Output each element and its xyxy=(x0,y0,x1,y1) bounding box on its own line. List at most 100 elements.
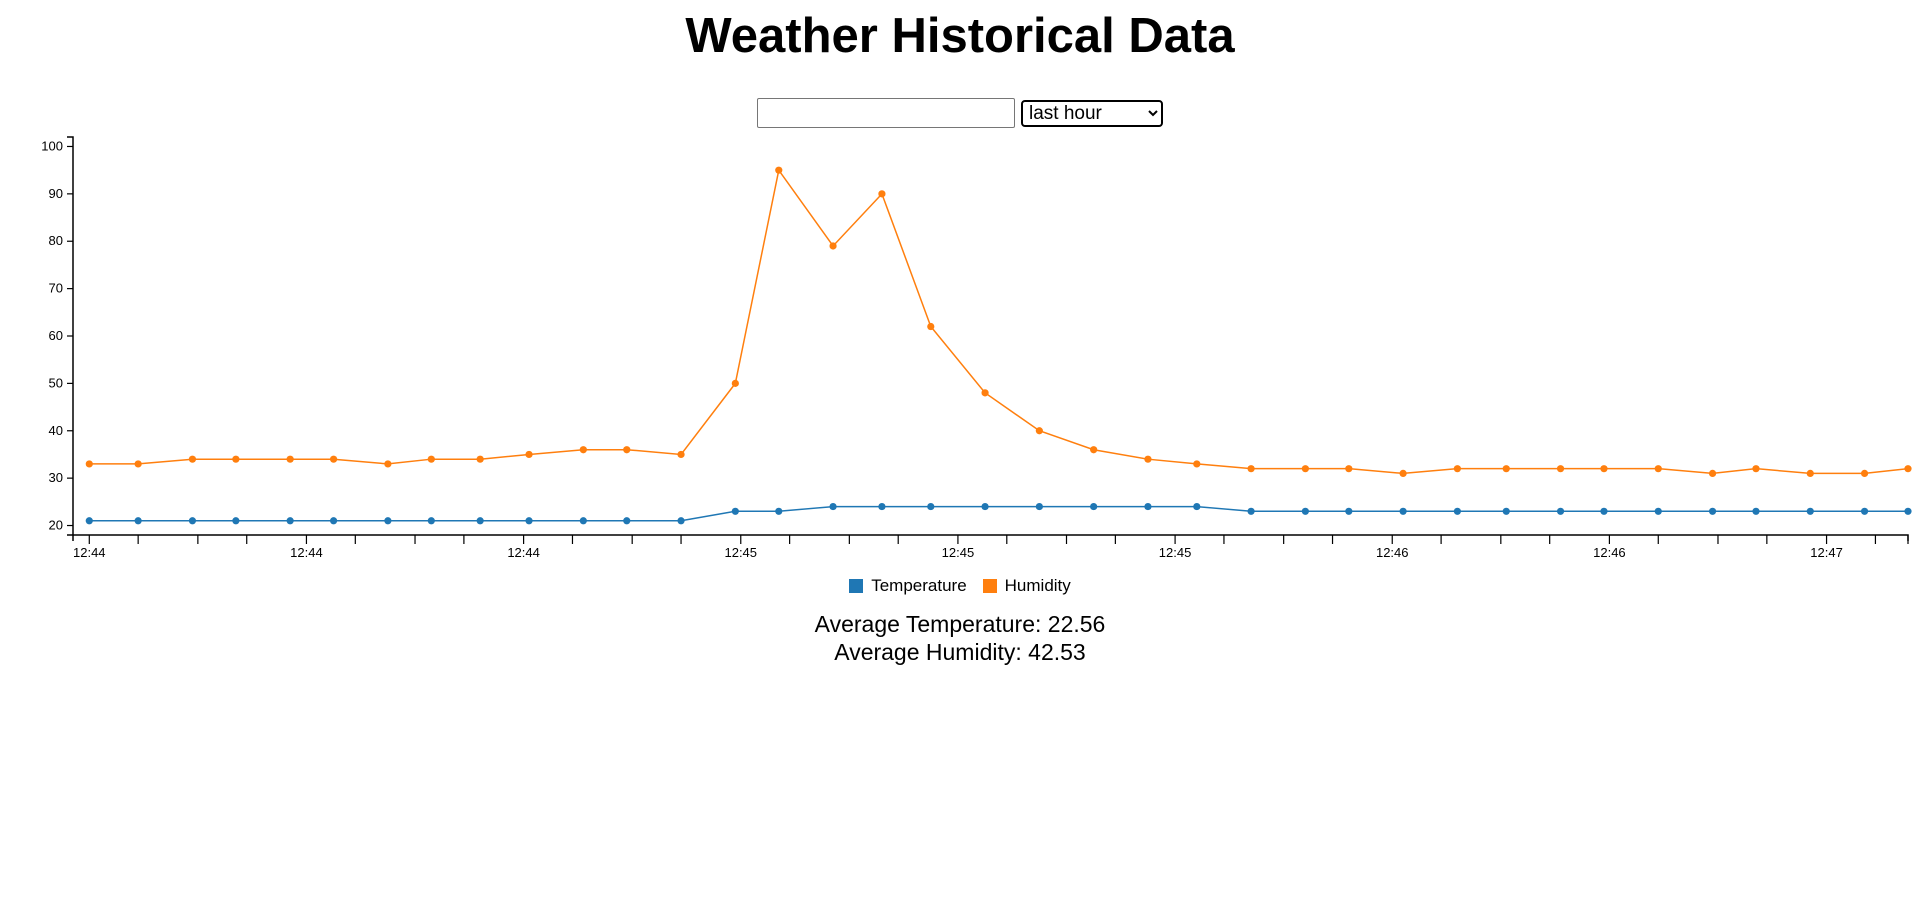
humidity-point xyxy=(731,379,739,387)
temperature-point xyxy=(623,517,631,525)
line-chart: 20 30 40 50 60 70 80 90 100 12:44 12:44 12:44 12:45… xyxy=(41,136,1912,560)
temperature-point xyxy=(476,517,484,525)
y-tick-label: 80 xyxy=(49,233,63,248)
page-title: Weather Historical Data xyxy=(685,9,1235,63)
temperature-point xyxy=(579,517,587,525)
temperature-point xyxy=(775,507,783,515)
legend: Temperature Humidity xyxy=(0,576,1920,596)
average-temperature: Average Temperature: 22.56 xyxy=(814,611,1106,637)
temperature-point xyxy=(677,517,685,525)
temperature-point xyxy=(1860,507,1869,515)
y-tick-label: 40 xyxy=(49,423,63,438)
temperature-point xyxy=(1193,502,1201,511)
x-tick-label: 12:47 xyxy=(1810,545,1843,560)
y-tick-label: 50 xyxy=(49,375,63,390)
humidity-point xyxy=(1345,465,1353,473)
humidity-point xyxy=(1090,446,1098,454)
humidity-point xyxy=(1860,469,1869,478)
temperature-point xyxy=(878,502,886,511)
temperature-point xyxy=(1502,507,1510,515)
humidity-point xyxy=(1904,465,1912,473)
x-axis: 12:44 12:44 12:44 12:45 12:45 12:45 12:46 12:46… xyxy=(72,534,1909,560)
humidity-point xyxy=(525,450,533,459)
temperature-point xyxy=(1345,507,1353,515)
y-tick-label: 90 xyxy=(49,186,63,201)
temperature-point xyxy=(188,517,197,525)
temperature-point xyxy=(1144,502,1152,511)
temperature-line xyxy=(89,505,1908,522)
y-axis: 20 30 40 50 60 70 80 90 100 xyxy=(41,136,74,536)
humidity-point xyxy=(981,389,989,397)
y-tick-label: 60 xyxy=(49,328,63,343)
x-tick-label: 12:46 xyxy=(1593,545,1626,560)
temperature-point xyxy=(981,502,989,511)
humidity-point xyxy=(1806,469,1814,478)
humidity-point xyxy=(427,455,435,463)
x-tick-label: 12:44 xyxy=(507,545,540,560)
temperature-point xyxy=(1806,507,1814,515)
stats-summary: Average Temperature: 22.56 Average Humid… xyxy=(0,610,1920,666)
x-tick-label: 12:44 xyxy=(290,545,323,560)
humidity-point xyxy=(1556,465,1565,473)
humidity-point xyxy=(85,460,93,468)
humidity-point xyxy=(1654,465,1662,473)
temperature-point xyxy=(1399,507,1407,515)
legend-swatch-temperature xyxy=(849,579,864,593)
temperature-point xyxy=(85,517,93,525)
humidity-point xyxy=(1600,465,1608,473)
temperature-point xyxy=(731,507,739,515)
temperature-point xyxy=(1090,502,1098,511)
humidity-line xyxy=(89,168,1909,475)
temperature-point xyxy=(1035,502,1043,511)
humidity-point xyxy=(329,455,338,463)
humidity-point xyxy=(829,242,837,250)
temperature-point xyxy=(427,517,435,525)
legend-label-humidity: Humidity xyxy=(1004,576,1071,595)
y-tick-label: 30 xyxy=(49,470,63,485)
temperature-point xyxy=(525,517,533,525)
humidity-point xyxy=(1247,465,1255,473)
temperature-point xyxy=(1600,507,1608,515)
x-tick-label: 12:44 xyxy=(73,545,106,560)
average-humidity: Average Humidity: 42.53 xyxy=(834,639,1086,665)
date-input[interactable] xyxy=(757,98,1015,128)
temperature-point xyxy=(1453,507,1461,515)
humidity-point xyxy=(1752,465,1760,473)
temperature-point xyxy=(927,502,935,511)
x-tick-label: 12:45 xyxy=(1159,545,1192,560)
humidity-point xyxy=(1301,465,1309,473)
temperature-point xyxy=(1247,507,1255,515)
x-tick-label: 12:46 xyxy=(1376,545,1409,560)
humidity-point xyxy=(1708,469,1717,478)
humidity-point xyxy=(476,455,484,463)
humidity-point xyxy=(623,446,631,454)
temperature-point xyxy=(134,517,142,525)
legend-label-temperature: Temperature xyxy=(871,576,967,595)
series-points xyxy=(85,166,1912,525)
humidity-point xyxy=(775,166,783,174)
temperature-point xyxy=(829,502,837,511)
humidity-point xyxy=(1193,460,1201,468)
temperature-point xyxy=(1301,507,1309,515)
temperature-point xyxy=(1556,507,1565,515)
humidity-point xyxy=(927,322,935,331)
humidity-point xyxy=(134,460,142,468)
legend-item-temperature: Temperature xyxy=(849,576,967,596)
x-axis-line xyxy=(72,534,1909,541)
humidity-point xyxy=(232,455,240,463)
range-select[interactable]: last hour xyxy=(1021,99,1163,127)
humidity-point xyxy=(1035,427,1043,435)
humidity-point xyxy=(188,455,197,463)
humidity-point xyxy=(677,450,685,459)
temperature-point xyxy=(232,517,240,525)
x-tick-label: 12:45 xyxy=(724,545,757,560)
humidity-point xyxy=(384,460,392,468)
temperature-point xyxy=(1904,507,1912,515)
temperature-point xyxy=(286,517,294,525)
humidity-point xyxy=(1502,465,1510,473)
temperature-point xyxy=(1752,507,1760,515)
legend-item-humidity: Humidity xyxy=(982,576,1071,596)
humidity-point xyxy=(286,455,294,463)
series-lines xyxy=(89,168,1909,522)
humidity-point xyxy=(1144,455,1152,463)
